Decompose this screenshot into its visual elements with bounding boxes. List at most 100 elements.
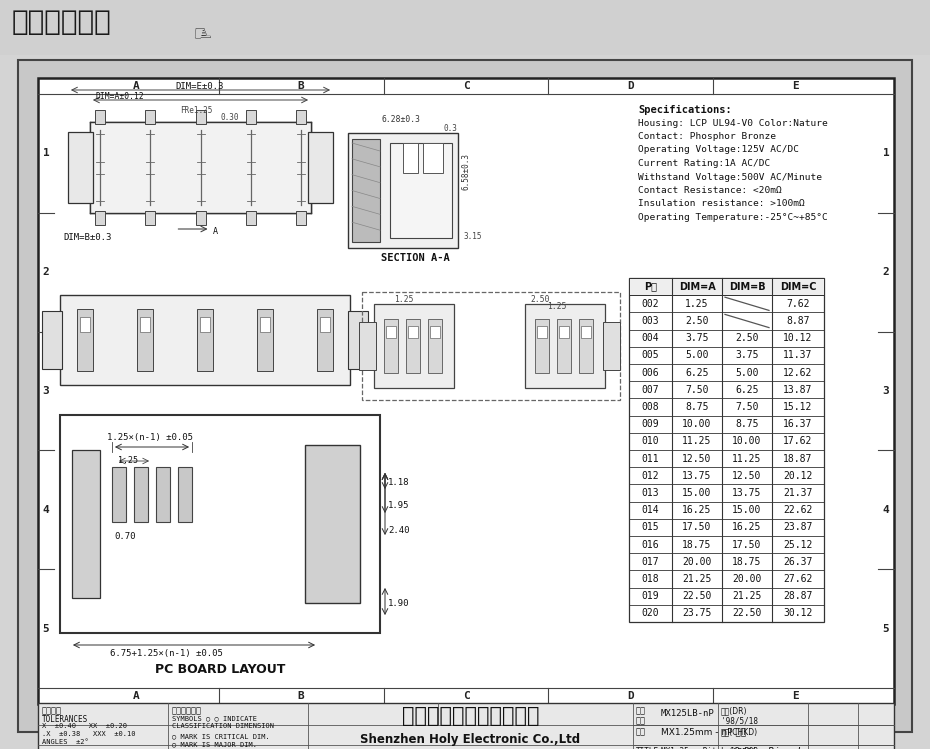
Bar: [195, 110, 206, 124]
Bar: [72, 450, 100, 598]
Text: 深圳市宏利电子有限公司: 深圳市宏利电子有限公司: [402, 706, 539, 726]
Text: 18.75: 18.75: [683, 539, 711, 550]
Text: CLASSIFICATION DIMENSION: CLASSIFICATION DIMENSION: [172, 723, 274, 729]
Text: 8.75: 8.75: [736, 419, 759, 429]
Bar: [77, 309, 93, 371]
Text: 28.87: 28.87: [783, 591, 813, 601]
Bar: [137, 309, 153, 371]
Text: 013: 013: [642, 488, 659, 498]
Bar: [384, 319, 398, 373]
Bar: [305, 445, 360, 603]
Text: 3: 3: [43, 386, 49, 396]
Text: 22.50: 22.50: [732, 608, 762, 619]
Text: 005: 005: [642, 351, 659, 360]
Bar: [0, 0, 930, 55]
Bar: [140, 317, 150, 332]
Text: 008: 008: [642, 402, 659, 412]
Text: 品名: 品名: [636, 727, 646, 736]
Bar: [145, 211, 155, 225]
Text: 1.95: 1.95: [388, 501, 409, 510]
Text: TOLERANCES: TOLERANCES: [42, 715, 88, 724]
Text: 13.75: 13.75: [732, 488, 762, 498]
Text: TITLE: TITLE: [636, 747, 659, 749]
Text: 5: 5: [883, 624, 889, 634]
Bar: [348, 133, 458, 248]
Text: ☜: ☜: [190, 20, 210, 40]
Text: 10.12: 10.12: [783, 333, 813, 343]
Text: A: A: [212, 227, 218, 236]
Bar: [18, 60, 912, 732]
Text: 27.62: 27.62: [783, 574, 813, 584]
Text: 011: 011: [642, 454, 659, 464]
Bar: [145, 110, 155, 124]
Text: B: B: [298, 691, 305, 701]
Text: MX1.25mm Pitch 1B FOR: MX1.25mm Pitch 1B FOR: [661, 747, 758, 749]
Text: 8.87: 8.87: [786, 316, 810, 326]
Text: MX125LB-nP: MX125LB-nP: [661, 709, 715, 718]
Text: B: B: [298, 81, 305, 91]
Text: 6.58±0.3: 6.58±0.3: [461, 153, 470, 189]
Text: A: A: [133, 691, 140, 701]
Text: Insulation resistance: >100mΩ: Insulation resistance: >100mΩ: [638, 199, 804, 208]
Text: 10.00: 10.00: [732, 437, 762, 446]
Text: 015: 015: [642, 522, 659, 533]
Text: 012: 012: [642, 471, 659, 481]
Text: 20.12: 20.12: [783, 471, 813, 481]
Text: 006: 006: [642, 368, 659, 377]
Text: 1: 1: [883, 148, 889, 158]
Text: 1.25: 1.25: [547, 302, 566, 311]
Text: 图号: 图号: [636, 716, 646, 725]
Text: ANGLES  ±2°: ANGLES ±2°: [42, 739, 88, 745]
Circle shape: [101, 160, 115, 175]
Bar: [95, 110, 105, 124]
Text: Operating Temperature:-25°C~+85°C: Operating Temperature:-25°C~+85°C: [638, 213, 828, 222]
Text: SYMBOLS ○ ○ INDICATE: SYMBOLS ○ ○ INDICATE: [172, 715, 257, 721]
Text: 一般公差: 一般公差: [42, 706, 62, 715]
Text: 制图(DR): 制图(DR): [721, 706, 748, 715]
Text: 1.25: 1.25: [118, 456, 138, 465]
Text: 16.25: 16.25: [683, 505, 711, 515]
Text: 0.3: 0.3: [443, 124, 457, 133]
Text: 003: 003: [642, 316, 659, 326]
Text: 007: 007: [642, 385, 659, 395]
Bar: [308, 132, 333, 203]
Bar: [246, 110, 256, 124]
Bar: [603, 322, 620, 370]
Text: P数: P数: [644, 282, 657, 291]
Text: 17.50: 17.50: [683, 522, 711, 533]
Bar: [80, 317, 90, 332]
Bar: [95, 211, 105, 225]
Text: 2.40: 2.40: [388, 526, 409, 535]
Text: 014: 014: [642, 505, 659, 515]
Bar: [60, 415, 380, 633]
Text: 2.50: 2.50: [736, 333, 759, 343]
Text: 7.50: 7.50: [685, 385, 709, 395]
Bar: [403, 143, 418, 173]
Text: 2: 2: [43, 267, 49, 277]
Text: 6.28±0.3: 6.28±0.3: [381, 115, 420, 124]
Text: C: C: [462, 691, 470, 701]
Text: 12.50: 12.50: [732, 471, 762, 481]
Text: 检验尺寸标示: 检验尺寸标示: [172, 706, 202, 715]
Text: Contact: Phosphor Bronze: Contact: Phosphor Bronze: [638, 132, 776, 141]
Text: 6.25: 6.25: [736, 385, 759, 395]
Text: 1.25: 1.25: [685, 299, 709, 309]
Bar: [535, 319, 549, 373]
Text: 2.50: 2.50: [685, 316, 709, 326]
Text: 20.00: 20.00: [683, 557, 711, 567]
Text: 7.50: 7.50: [736, 402, 759, 412]
Text: 1.25×(n-1) ±0.05: 1.25×(n-1) ±0.05: [107, 433, 193, 442]
Text: 1: 1: [43, 148, 49, 158]
Text: FRe1.25: FRe1.25: [180, 106, 213, 115]
Text: 1.90: 1.90: [388, 598, 409, 607]
Text: 21.25: 21.25: [683, 574, 711, 584]
Text: 16.25: 16.25: [732, 522, 762, 533]
Bar: [178, 467, 192, 522]
Text: 17.50: 17.50: [732, 539, 762, 550]
Text: DIM=B: DIM=B: [729, 282, 765, 291]
Text: 5: 5: [43, 624, 49, 634]
Bar: [156, 467, 170, 522]
Bar: [629, 278, 824, 295]
Text: 17.62: 17.62: [783, 437, 813, 446]
Bar: [257, 309, 273, 371]
